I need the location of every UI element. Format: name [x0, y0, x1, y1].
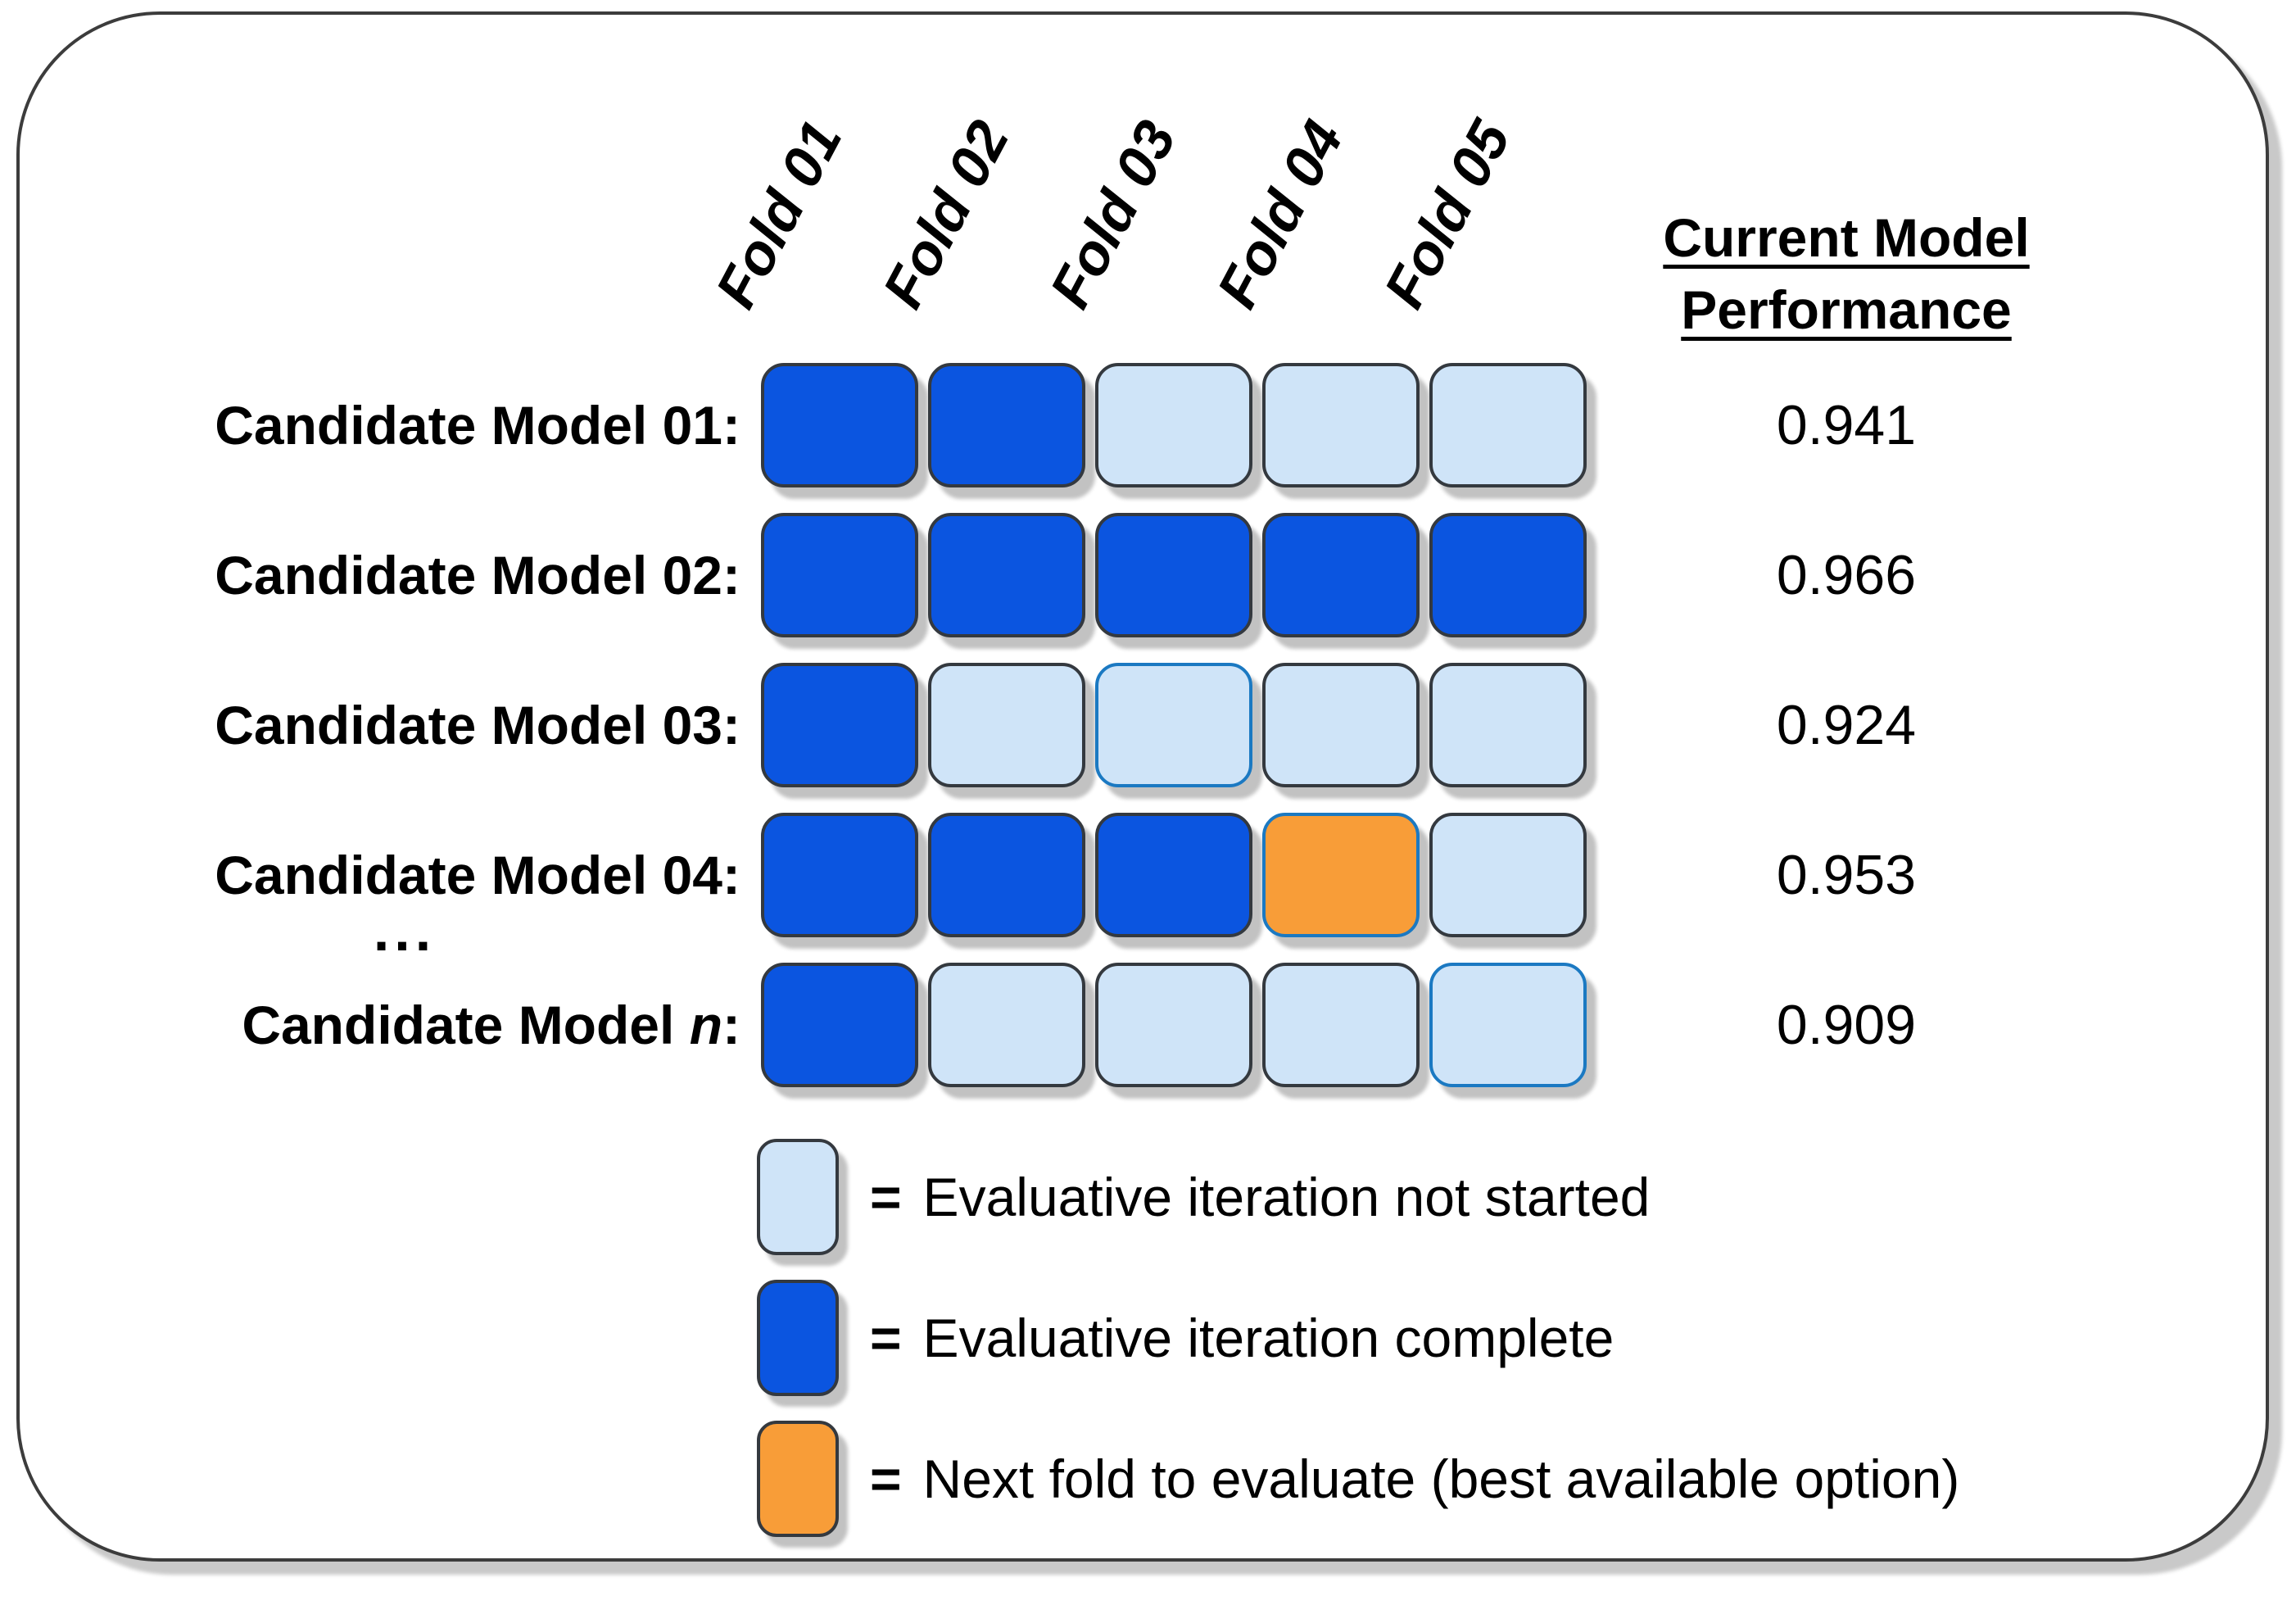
legend-label-not-started: = Evaluative iteration not started [870, 1139, 1650, 1255]
cell-model03-fold02 [928, 663, 1085, 787]
cell-model04-fold04 [1262, 813, 1420, 937]
cell-model02-fold02 [928, 513, 1085, 637]
legend-text-not-started: Evaluative iteration not started [922, 1167, 1651, 1227]
cell-modeln-fold01 [761, 963, 918, 1087]
model-02-row: Candidate Model 02: 0.966 [20, 513, 2266, 637]
model-n-label-variable: n [689, 995, 723, 1055]
cell-model04-fold02 [928, 813, 1085, 937]
cell-model01-fold05 [1429, 363, 1587, 487]
model-n-performance: 0.909 [1776, 994, 1917, 1056]
model-n-row: Candidate Model n: 0.909 [20, 963, 2266, 1087]
model-n-label-prefix: Candidate Model [242, 995, 690, 1055]
cell-model02-fold05 [1429, 513, 1587, 637]
cell-model04-fold05 [1429, 813, 1587, 937]
fold-05-header: Fold 05 [1371, 110, 1523, 318]
cell-model02-fold01 [761, 513, 918, 637]
legend-label-next-fold: = Next fold to evaluate (best available o… [870, 1421, 1959, 1537]
cell-modeln-fold02 [928, 963, 1085, 1087]
model-01-performance: 0.941 [1776, 394, 1917, 456]
model-01-label: Candidate Model 01: [215, 395, 740, 456]
model-04-label: Candidate Model 04: [215, 845, 740, 905]
legend-text-complete: Evaluative iteration complete [922, 1308, 1614, 1368]
performance-column-header: Current Model Performance [1663, 207, 2030, 340]
model-03-label: Candidate Model 03: [215, 695, 740, 755]
legend-item-complete: = Evaluative iteration complete [20, 1280, 2266, 1396]
cell-model01-fold03 [1095, 363, 1252, 487]
cell-model04-fold01 [761, 813, 918, 937]
cell-model01-fold02 [928, 363, 1085, 487]
cell-model03-fold03 [1095, 663, 1252, 787]
cell-model03-fold01 [761, 663, 918, 787]
model-04-performance: 0.953 [1776, 844, 1917, 906]
model-03-performance: 0.924 [1776, 694, 1917, 756]
legend-item-next-fold: = Next fold to evaluate (best available o… [20, 1421, 2266, 1537]
cell-model02-fold04 [1262, 513, 1420, 637]
model-n-label-colon: : [722, 995, 740, 1055]
fold-03-header: Fold 03 [1037, 110, 1189, 318]
equals-sign: = [870, 1167, 902, 1227]
model-n-label: Candidate Model n: [69, 963, 740, 1087]
fold-02-header: Fold 02 [870, 110, 1021, 318]
cell-modeln-fold05 [1429, 963, 1587, 1087]
legend-text-next-fold: Next fold to evaluate (best available op… [922, 1449, 1960, 1509]
cell-model02-fold03 [1095, 513, 1252, 637]
fold-04-header: Fold 04 [1204, 110, 1356, 318]
cell-model01-fold01 [761, 363, 918, 487]
cell-model01-fold04 [1262, 363, 1420, 487]
legend-label-complete: = Evaluative iteration complete [870, 1280, 1614, 1396]
cell-model04-fold03 [1095, 813, 1252, 937]
legend-swatch-not-started [757, 1139, 839, 1255]
model-03-row: Candidate Model 03: 0.924 [20, 663, 2266, 787]
model-04-row: Candidate Model 04: 0.953 [20, 813, 2266, 937]
fold-01-header: Fold 01 [703, 110, 854, 318]
model-02-performance: 0.966 [1776, 544, 1917, 606]
cell-modeln-fold03 [1095, 963, 1252, 1087]
legend-item-not-started: = Evaluative iteration not started [20, 1139, 2266, 1255]
cell-model03-fold05 [1429, 663, 1587, 787]
equals-sign: = [870, 1449, 902, 1509]
legend-swatch-complete [757, 1280, 839, 1396]
model-01-row: Candidate Model 01: 0.941 [20, 363, 2266, 487]
cell-model03-fold04 [1262, 663, 1420, 787]
legend-swatch-next-fold [757, 1421, 839, 1537]
models-ellipsis: ... [373, 899, 437, 963]
equals-sign: = [870, 1308, 902, 1368]
cell-modeln-fold04 [1262, 963, 1420, 1087]
figure-panel: Fold 01 Fold 02 Fold 03 Fold 04 Fold 05 … [16, 11, 2269, 1562]
model-02-label: Candidate Model 02: [215, 545, 740, 605]
